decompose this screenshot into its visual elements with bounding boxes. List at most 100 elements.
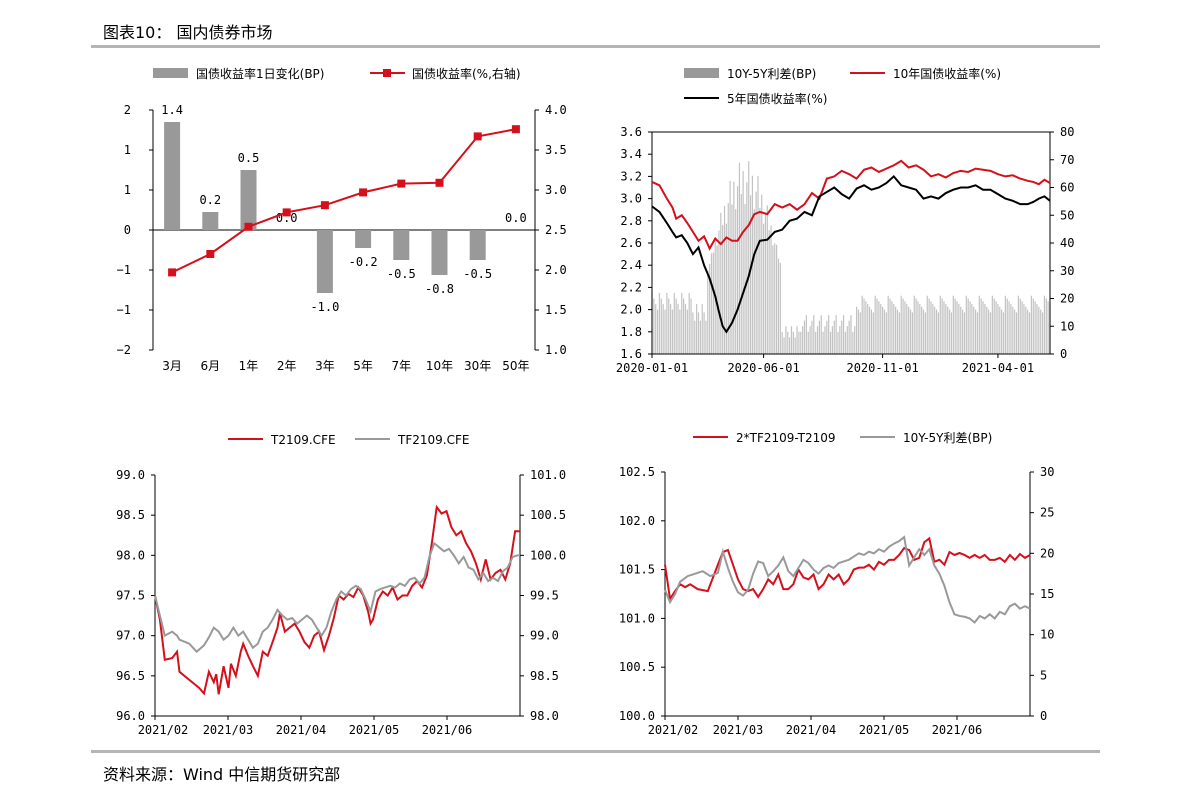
yield-marker (435, 178, 444, 187)
spread-bar (911, 312, 913, 354)
x-tick-label: 50年 (502, 359, 529, 373)
spread-bar (872, 312, 874, 354)
spread-bar (999, 306, 1001, 354)
spread-bar (1015, 312, 1018, 354)
bar-data-label: -0.5 (387, 267, 416, 281)
x-tick-label: 5年 (353, 359, 373, 373)
spread-bar (705, 320, 707, 354)
spread-bar (759, 207, 761, 354)
spread-bar (909, 309, 912, 354)
spread-bar (653, 298, 655, 354)
spread-bar (679, 309, 681, 354)
bar (393, 230, 410, 260)
spread-bar (787, 331, 789, 354)
spread-bar (1045, 298, 1047, 354)
left-tick-label: 3.6 (620, 125, 642, 139)
spread-bar (961, 309, 964, 354)
spread-bar (896, 309, 899, 354)
bottom-rule (91, 750, 1100, 753)
right-tick-label: 0 (1040, 709, 1047, 723)
spread-bar (671, 309, 674, 354)
spread-bar (660, 298, 662, 354)
x-tick-label: 3年 (315, 359, 335, 373)
left-tick-label: 97.5 (116, 589, 145, 603)
right-tick-label: 0 (1060, 347, 1067, 361)
bar (316, 230, 333, 293)
left-tick-label: 101.0 (619, 611, 655, 625)
x-tick-label: 3月 (162, 359, 182, 373)
spread-bar (1002, 312, 1005, 354)
right-tick-label: 99.5 (530, 589, 559, 603)
spread-bar (669, 304, 672, 354)
spread-bar (655, 304, 657, 354)
spread-bar (729, 180, 731, 354)
spread-bar (917, 301, 919, 354)
spread-bar (991, 295, 993, 354)
spread-bar (777, 258, 780, 354)
right-tick-label: 5 (1040, 668, 1047, 682)
spread-bar (779, 262, 781, 354)
spread-bar (954, 298, 956, 354)
spread-bar (997, 304, 999, 354)
left-tick-label: 98.0 (116, 548, 145, 562)
spread-bar (699, 320, 701, 354)
spread-bar (876, 298, 878, 354)
spread-bar (965, 295, 967, 354)
spread-bar (1010, 304, 1012, 354)
series-line-secondary (664, 535, 1031, 624)
spread-bar (833, 320, 835, 354)
yield-marker (244, 222, 253, 231)
spread-bar (1047, 301, 1049, 354)
spread-bar (768, 230, 770, 354)
spread-bar (980, 298, 982, 354)
spread-bar (718, 230, 720, 354)
bar-data-label: -0.5 (463, 267, 492, 281)
bar-data-label: 0.2 (199, 193, 221, 207)
spread-bar (978, 295, 980, 354)
spread-bar (939, 295, 941, 354)
spread-bar (887, 295, 889, 354)
spread-bar (1040, 309, 1042, 354)
spread-bar (852, 331, 854, 354)
spread-bar (935, 309, 938, 354)
left-tick-label: 0 (124, 223, 131, 237)
right-tick-label: 101.0 (530, 468, 566, 482)
legend-label-5y: 5年国债收益率(%) (727, 91, 827, 106)
spread-bar (952, 295, 954, 354)
spread-bar (846, 326, 848, 354)
yield-marker (397, 179, 406, 188)
spread-bar (922, 309, 925, 354)
x-tick-label: 2021/04 (276, 723, 327, 737)
spread-bar (785, 326, 787, 354)
spread-bar (841, 320, 843, 354)
spread-bar (934, 306, 936, 354)
spread-bar (1038, 306, 1040, 354)
yield-10y-line (651, 159, 1051, 251)
right-tick-label: 25 (1040, 506, 1054, 520)
spread-bar (971, 304, 973, 354)
spread-bar (861, 295, 863, 354)
spread-bar (720, 212, 722, 354)
x-tick-label: 2021/02 (648, 723, 699, 737)
spread-bar (1036, 304, 1038, 354)
spread-bar (749, 195, 752, 354)
bar (202, 212, 219, 230)
left-tick-label: 98.5 (116, 508, 145, 522)
spread-bar (915, 298, 917, 354)
left-tick-label: −1 (117, 303, 131, 317)
right-tick-label: 1.0 (545, 343, 567, 357)
left-tick-label: 97.0 (116, 629, 145, 643)
legend-label: 10Y-5Y利差(BP) (903, 431, 992, 445)
right-tick-label: 100.5 (530, 508, 566, 522)
spread-bar (993, 298, 995, 354)
legend-marker (383, 69, 391, 77)
spread-bar (1019, 298, 1021, 354)
spread-bar (995, 301, 997, 354)
spread-bar (686, 309, 688, 354)
spread-bar (710, 253, 713, 354)
spread-bar (937, 312, 940, 354)
left-tick-label: 96.0 (116, 709, 145, 723)
legend-swatch-bar (153, 68, 188, 78)
spread-bar (1001, 309, 1003, 354)
spread-bar (976, 312, 979, 354)
